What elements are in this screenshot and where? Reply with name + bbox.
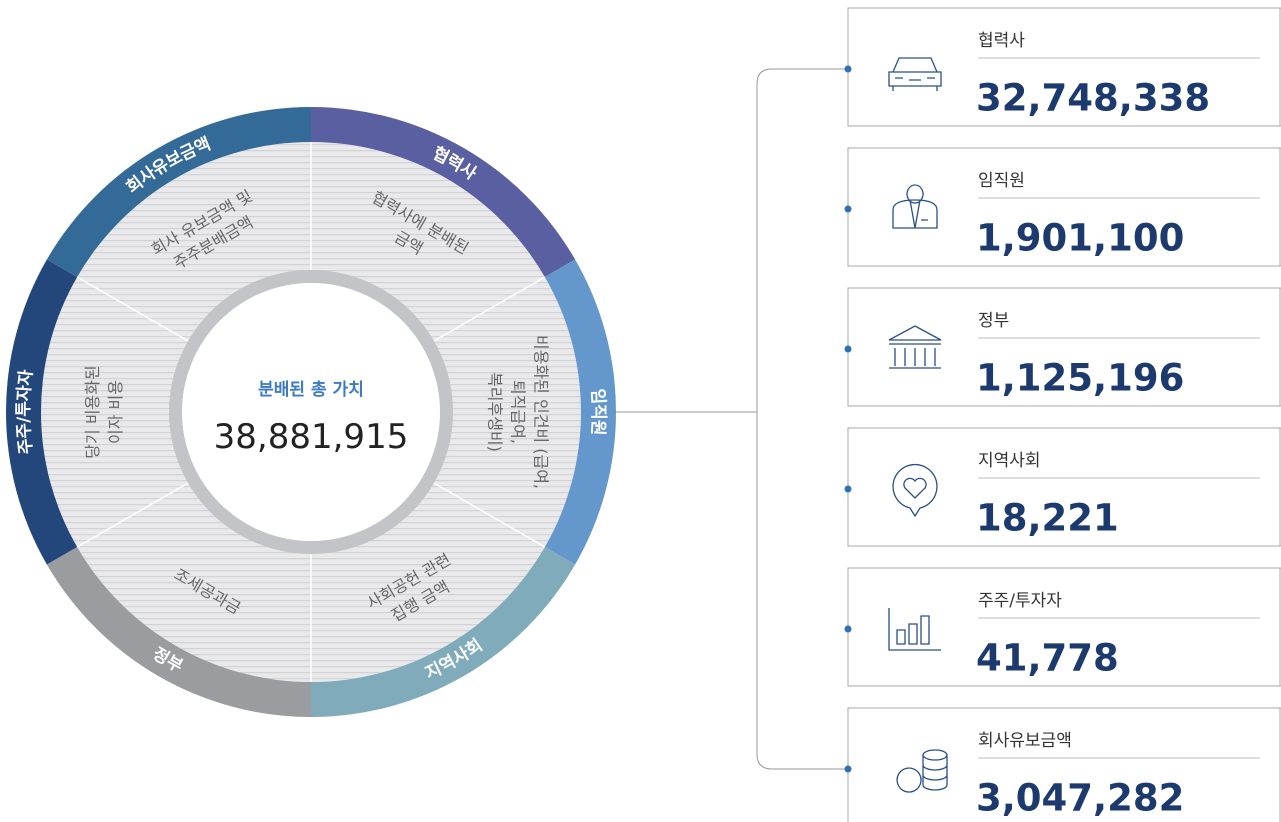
card-label: 협력사 [978, 31, 1025, 51]
ring-segment [46, 547, 312, 717]
center-value: 38,881,915 [214, 417, 409, 457]
card-dot [844, 65, 852, 73]
card-icon [896, 749, 948, 793]
divider [433, 482, 546, 548]
card-value: 3,047,282 [976, 777, 1184, 820]
ring-label: 임직원 [587, 388, 609, 436]
ring-segment [311, 107, 576, 277]
card-icon [888, 57, 942, 91]
ring-segment [46, 107, 312, 277]
card-icon [892, 184, 938, 229]
description-line: 복리후생비) [486, 372, 505, 452]
card-value: 41,778 [976, 637, 1119, 680]
divider [76, 482, 189, 548]
gray-ring [169, 270, 453, 554]
bracket [756, 68, 848, 770]
ring-segment [6, 259, 78, 565]
card-dot [844, 625, 852, 633]
center-disc [182, 283, 440, 541]
card-value: 32,748,338 [976, 77, 1210, 120]
card-icon [888, 325, 942, 369]
card-dot [844, 485, 852, 493]
card-icon [892, 464, 938, 518]
card-label: 임직원 [978, 171, 1025, 191]
card-dot [844, 765, 852, 773]
ring-label: 주주/투자자 [14, 368, 37, 455]
divider [433, 276, 546, 342]
center-label: 분배된 총 가치 [258, 380, 364, 400]
ring-segment [311, 547, 576, 717]
card-label: 회사유보금액 [978, 731, 1072, 751]
card-label: 주주/투자자 [978, 591, 1062, 611]
card-dot [844, 205, 852, 213]
description-line: 퇴직급여, [509, 380, 528, 444]
divider [76, 276, 189, 342]
card-value: 18,221 [976, 497, 1119, 540]
card-label: 지역사회 [978, 451, 1041, 471]
card-label: 정부 [978, 311, 1009, 331]
card-dot [844, 345, 852, 353]
description-line: 이자 비용 [106, 380, 125, 444]
cards: 협력사 32,748,338 임직원 1,901,100 정부 1,125,196 지역사회… [616, 7, 1281, 822]
segment-description: 비용화된 인건비 (급여,퇴직급여,복리후생비) [486, 335, 551, 489]
card-value: 1,125,196 [976, 357, 1184, 400]
card-icon [888, 608, 941, 651]
segment-description: 당기 비용화된 이자 비용 [83, 365, 125, 458]
description-line: 비용화된 인건비 (급여, [532, 335, 551, 489]
ring-segment [544, 259, 616, 565]
card-value: 1,901,100 [976, 217, 1184, 260]
description-line: 당기 비용화된 [83, 365, 102, 458]
